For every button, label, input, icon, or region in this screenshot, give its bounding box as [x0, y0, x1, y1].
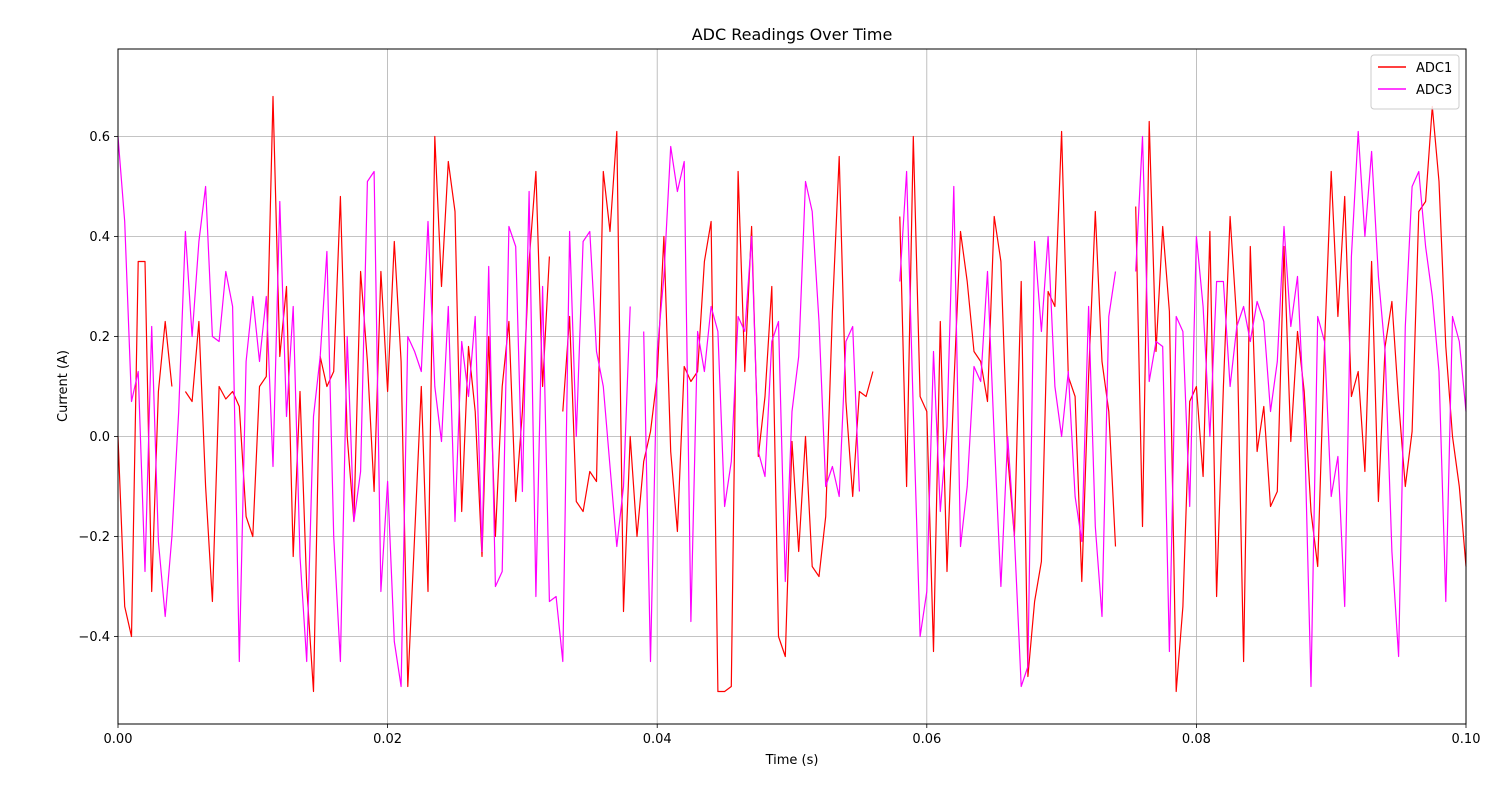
- legend-label-adc3: ADC3: [1416, 83, 1452, 98]
- series-adc3-line: [117, 136, 631, 688]
- x-tick-label: 0.06: [912, 732, 941, 747]
- legend-label-adc1: ADC1: [1416, 61, 1452, 76]
- series-layer: [117, 95, 1467, 693]
- series-adc3: [117, 130, 1467, 688]
- series-adc1: [117, 95, 1467, 693]
- y-tick-label: 0.6: [89, 130, 110, 145]
- chart-title: ADC Readings Over Time: [692, 25, 893, 44]
- legend-box: [1370, 54, 1460, 110]
- y-axis: −0.4 −0.2 0.0 0.2 0.4 0.6: [78, 130, 118, 645]
- y-tick-label: 0.2: [89, 330, 110, 345]
- plot-frame: [117, 48, 1467, 725]
- series-adc1-line: [1135, 105, 1467, 693]
- series-adc3-line: [899, 170, 1117, 688]
- x-axis-label: Time (s): [765, 753, 819, 768]
- series-adc1-line: [117, 260, 173, 638]
- y-tick-label: 0.4: [89, 230, 110, 245]
- y-tick-label: −0.4: [78, 630, 110, 645]
- series-adc1-line: [899, 130, 1117, 678]
- series-adc3-line: [643, 145, 860, 663]
- legend: ADC1 ADC3: [1370, 54, 1460, 110]
- y-tick-label: 0.0: [89, 430, 110, 445]
- x-tick-label: 0.02: [373, 732, 402, 747]
- y-axis-label: Current (A): [56, 350, 71, 422]
- x-axis: 0.00 0.02 0.04 0.06 0.08 0.10: [104, 724, 1481, 747]
- series-adc1-line: [562, 130, 874, 693]
- x-tick-label: 0.08: [1182, 732, 1211, 747]
- x-tick-label: 0.00: [104, 732, 133, 747]
- x-tick-label: 0.10: [1452, 732, 1481, 747]
- x-tick-label: 0.04: [643, 732, 672, 747]
- y-tick-label: −0.2: [78, 530, 110, 545]
- series-adc1-line: [184, 95, 550, 693]
- series-adc3-line: [1135, 130, 1467, 688]
